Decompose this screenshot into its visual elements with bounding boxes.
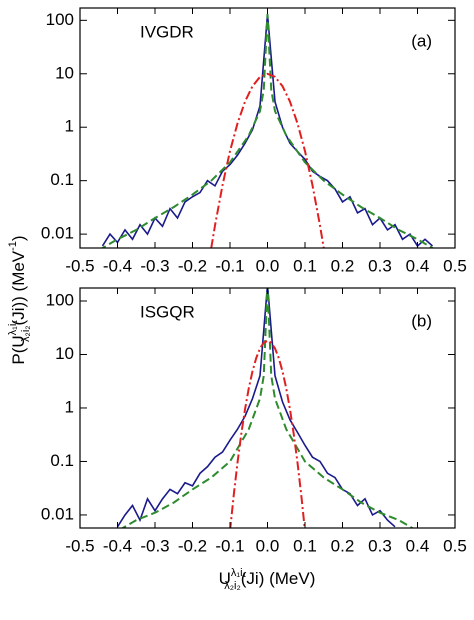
x-tick-label: -0.5 xyxy=(65,256,94,275)
y-tick-label: 1 xyxy=(65,397,74,416)
x-tick-label: 0.4 xyxy=(406,256,430,275)
series-line xyxy=(120,288,415,528)
x-tick-label: -0.3 xyxy=(140,536,169,555)
x-tick-label: 0.0 xyxy=(256,536,280,555)
panel-title: ISGQR xyxy=(140,302,195,321)
y-label-sup: -1 xyxy=(7,241,19,251)
x-tick-label: 0.0 xyxy=(256,256,280,275)
y-tick-label: 10 xyxy=(55,344,74,363)
y-label-sub: λ₂i₂ xyxy=(20,325,32,341)
y-tick-label: 0.1 xyxy=(50,451,74,470)
panel-tag: (b) xyxy=(411,311,432,330)
y-tick-label: 100 xyxy=(46,290,74,309)
x-tick-label: 0.2 xyxy=(331,256,355,275)
y-tick-label: 100 xyxy=(46,10,74,29)
y-label-sup: λ₁i₁ xyxy=(7,320,19,336)
x-label-part: U xyxy=(219,569,231,588)
x-tick-label: -0.2 xyxy=(178,536,207,555)
y-tick-label: 0.01 xyxy=(41,504,74,523)
series-line xyxy=(100,14,435,248)
plot-frame xyxy=(79,7,456,249)
plot-frame xyxy=(79,287,456,529)
x-label-sub: λ₂i₂ xyxy=(224,580,240,592)
x-tick-label: 0.2 xyxy=(331,536,355,555)
x-label-part: (Ji) (MeV) xyxy=(241,569,316,588)
x-tick-label: -0.1 xyxy=(215,536,244,555)
x-tick-label: 0.4 xyxy=(406,536,430,555)
x-tick-label: -0.1 xyxy=(215,256,244,275)
y-axis-label: P(Uλ₁i₁λ₂i₂(Ji)) (MeV-1) xyxy=(7,235,32,364)
series-line xyxy=(229,339,306,528)
y-tick-label: 1 xyxy=(65,117,74,136)
y-tick-label: 10 xyxy=(55,63,74,82)
x-axis-label: Uλ₁i₁ λ₂i₂(Ji) (MeV) xyxy=(219,567,316,592)
x-tick-label: 0.1 xyxy=(293,256,317,275)
series-line xyxy=(101,14,434,248)
x-tick-label: 0.1 xyxy=(293,536,317,555)
x-label-sup: λ₁i₁ xyxy=(231,567,247,579)
y-label-part: (Ji)) (MeV xyxy=(9,250,28,325)
y-tick-label: 0.1 xyxy=(50,170,74,189)
x-tick-label: -0.4 xyxy=(103,536,132,555)
y-tick-label: 0.01 xyxy=(41,224,74,243)
panel-tag: (a) xyxy=(411,31,432,50)
panel-title: IVGDR xyxy=(140,22,194,41)
x-tick-label: -0.4 xyxy=(103,256,132,275)
x-tick-label: 0.3 xyxy=(368,536,392,555)
x-tick-label: -0.2 xyxy=(178,256,207,275)
y-label-part: P(U xyxy=(9,335,28,364)
x-tick-label: 0.5 xyxy=(443,256,467,275)
x-tick-label: 0.5 xyxy=(443,536,467,555)
series-line xyxy=(210,72,325,248)
y-label-part: ) xyxy=(9,235,28,241)
x-tick-label: -0.3 xyxy=(140,256,169,275)
x-tick-label: 0.3 xyxy=(368,256,392,275)
x-tick-label: -0.5 xyxy=(65,536,94,555)
